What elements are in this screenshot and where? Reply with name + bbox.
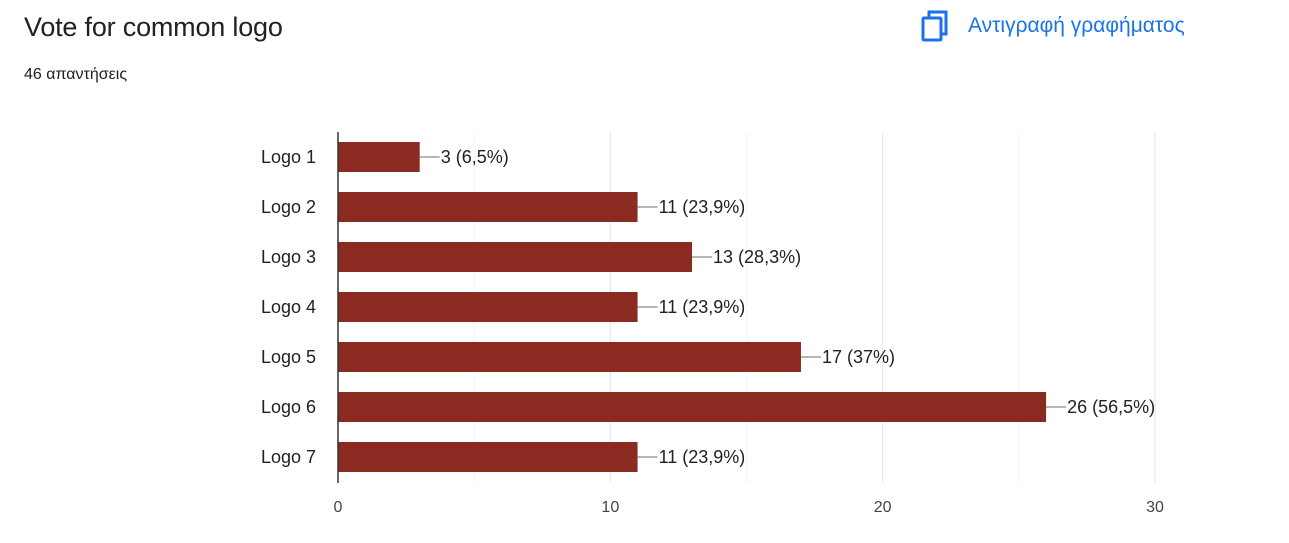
- x-tick-label: 10: [601, 499, 619, 516]
- copy-chart-button[interactable]: Αντιγραφή γραφήματος: [914, 4, 1195, 48]
- category-label: Logo 2: [261, 197, 316, 217]
- category-label: Logo 1: [261, 147, 316, 167]
- chart-title: Vote for common logo: [24, 12, 283, 42]
- x-tick-label: 20: [874, 499, 892, 516]
- data-label: 17 (37%): [822, 347, 895, 367]
- data-label: 26 (56,5%): [1067, 397, 1155, 417]
- x-tick-label: 0: [334, 499, 343, 516]
- bar: [338, 242, 693, 272]
- bar: [338, 192, 638, 222]
- data-label: 11 (23,9%): [659, 447, 746, 467]
- data-label: 11 (23,9%): [659, 197, 746, 217]
- category-label: Logo 4: [261, 297, 316, 317]
- category-label: Logo 5: [261, 347, 316, 367]
- bar: [338, 342, 801, 372]
- data-label: 13 (28,3%): [713, 247, 801, 267]
- x-tick-label: 30: [1146, 499, 1164, 516]
- category-label: Logo 3: [261, 247, 316, 267]
- data-label: 11 (23,9%): [659, 297, 746, 317]
- bar: [338, 292, 638, 322]
- category-label: Logo 6: [261, 397, 316, 417]
- category-label: Logo 7: [261, 447, 316, 467]
- bar: [338, 392, 1047, 422]
- response-count: 46 απαντήσεις: [24, 66, 128, 83]
- bar: [338, 442, 638, 472]
- copy-chart-label: Αντιγραφή γραφήματος: [968, 14, 1185, 37]
- bar: [338, 142, 420, 172]
- data-label: 3 (6,5%): [441, 147, 509, 167]
- copy-icon: [921, 10, 948, 42]
